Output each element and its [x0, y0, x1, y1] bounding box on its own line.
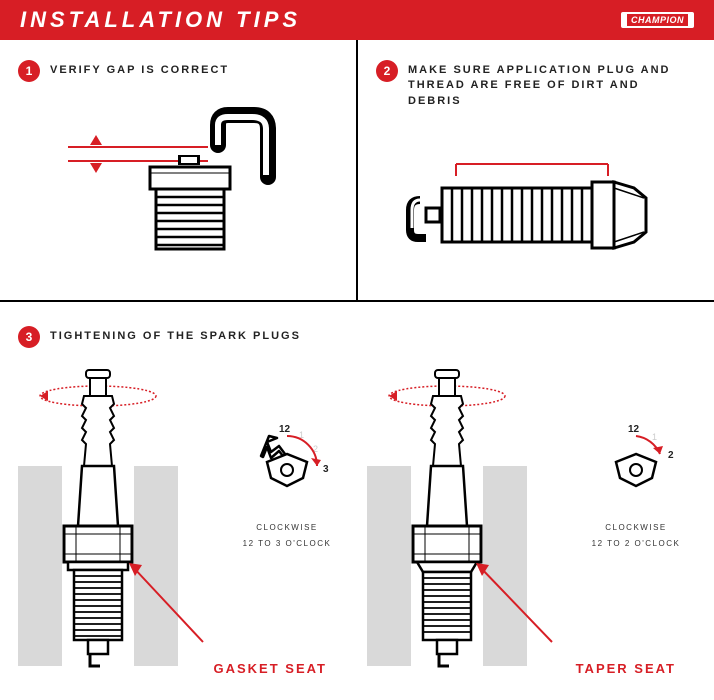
step-3-text: TIGHTENING OF THE SPARK PLUGS: [50, 326, 301, 344]
step-2-illustration: [376, 127, 696, 297]
clock-12-t: 12: [628, 424, 640, 435]
step-1-header: 1 VERIFY GAP IS CORRECT: [18, 60, 338, 82]
gasket-clock-direction: CLOCKWISE: [237, 523, 337, 533]
step-2-badge: 2: [376, 60, 398, 82]
tightening-panels: 12 1 2 3 CLOCKWISE 12 TO 3 O'CLOCK GASKE…: [18, 366, 696, 686]
gap-diagram-svg: [48, 105, 308, 265]
step-1-badge: 1: [18, 60, 40, 82]
brand-logo: CHAMPION: [621, 12, 694, 28]
taper-clock-svg: 12 1 2: [586, 422, 686, 512]
gasket-plug-svg: [18, 366, 218, 676]
taper-clock-direction: CLOCKWISE: [586, 523, 686, 533]
step-3-header: 3 TIGHTENING OF THE SPARK PLUGS: [18, 326, 696, 348]
top-row: 1 VERIFY GAP IS CORRECT: [0, 40, 714, 300]
taper-seat-label: TAPER SEAT: [576, 661, 676, 676]
panel-step-2: 2 MAKE SURE APPLICATION PLUG AND THREAD …: [358, 40, 714, 300]
panel-step-1: 1 VERIFY GAP IS CORRECT: [0, 40, 358, 300]
gasket-clock-range: 12 TO 3 O'CLOCK: [237, 539, 337, 549]
thread-diagram-svg: [386, 142, 686, 282]
step-1-illustration: [18, 100, 338, 270]
clock-3: 3: [323, 464, 329, 475]
clock-1-faded-t: 1: [652, 432, 657, 442]
brand-logo-text: CHAMPION: [627, 14, 688, 26]
step-2-header: 2 MAKE SURE APPLICATION PLUG AND THREAD …: [376, 60, 696, 109]
step-3-badge: 3: [18, 326, 40, 348]
gasket-seat-label: GASKET SEAT: [214, 661, 328, 676]
clock-12: 12: [279, 424, 291, 435]
step-1-text: VERIFY GAP IS CORRECT: [50, 60, 229, 78]
header-bar: INSTALLATION TIPS CHAMPION: [0, 0, 714, 40]
step-2-text: MAKE SURE APPLICATION PLUG AND THREAD AR…: [408, 60, 696, 109]
gasket-seat-panel: 12 1 2 3 CLOCKWISE 12 TO 3 O'CLOCK GASKE…: [18, 366, 347, 686]
taper-seat-panel: 12 1 2 CLOCKWISE 12 TO 2 O'CLOCK TAPER S…: [367, 366, 696, 686]
taper-plug-svg: [367, 366, 567, 676]
page-title: INSTALLATION TIPS: [20, 7, 301, 33]
clock-2-t: 2: [668, 450, 674, 461]
panel-step-3: 3 TIGHTENING OF THE SPARK PLUGS: [0, 302, 714, 696]
taper-clock: 12 1 2 CLOCKWISE 12 TO 2 O'CLOCK: [586, 422, 686, 550]
taper-clock-range: 12 TO 2 O'CLOCK: [586, 539, 686, 549]
gasket-clock-svg: 12 1 2 3: [237, 422, 337, 512]
gasket-clock: 12 1 2 3 CLOCKWISE 12 TO 3 O'CLOCK: [237, 422, 337, 550]
